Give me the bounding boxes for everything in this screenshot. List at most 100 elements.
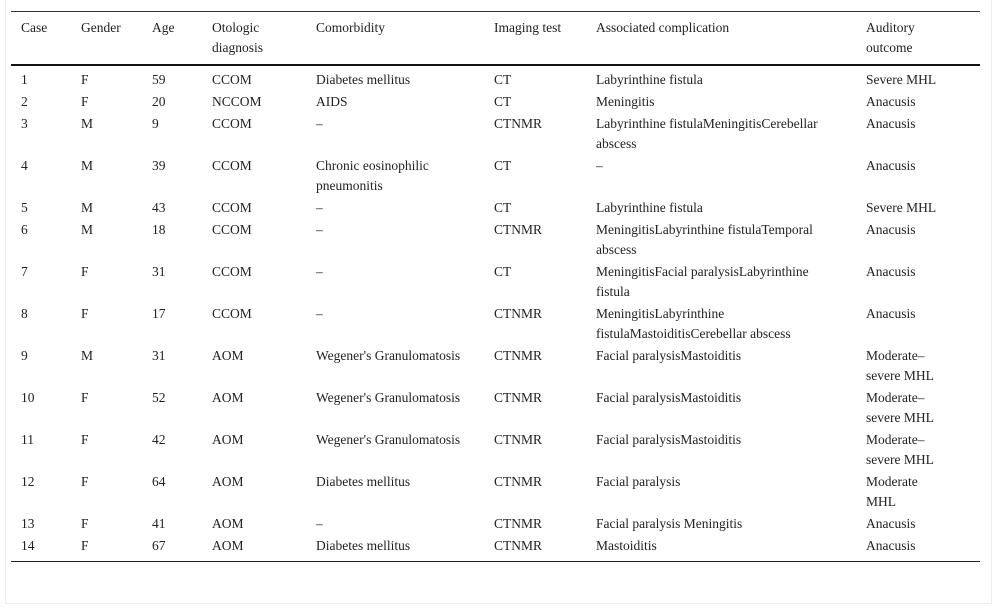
cell-imaging-test-text: CT (494, 158, 512, 173)
cell-otologic-diagnosis: CCOM (202, 303, 306, 345)
cell-auditory-outcome-text: Moderate–severe MHL (866, 390, 934, 425)
cell-age-text: 41 (152, 516, 166, 531)
cell-otologic-diagnosis: AOM (202, 429, 306, 471)
cell-otologic-diagnosis-text: AOM (212, 474, 244, 489)
cell-imaging-test-text: CTNMR (494, 516, 543, 531)
cell-comorbidity: Diabetes mellitus (306, 65, 484, 91)
cell-otologic-diagnosis: AOM (202, 345, 306, 387)
cell-comorbidity: Chronic eosinophilic pneumonitis (306, 155, 484, 197)
cell-age-text: 20 (152, 94, 166, 109)
cell-associated-complication: Facial paralysis Meningitis (586, 513, 856, 535)
cell-otologic-diagnosis: AOM (202, 513, 306, 535)
cell-gender: F (71, 91, 142, 113)
cell-otologic-diagnosis: CCOM (202, 197, 306, 219)
cell-case: 11 (11, 429, 71, 471)
cell-associated-complication: Mastoiditis (586, 535, 856, 562)
cell-comorbidity-text: Wegener's Granulomatosis (316, 390, 461, 405)
cell-gender: F (71, 513, 142, 535)
cell-case-text: 11 (21, 432, 34, 447)
cell-age-text: 18 (152, 222, 166, 237)
table-row: 8 F 17 CCOM – CTNMR MeningitisLabyrinthine fis… (11, 303, 980, 345)
cell-case-text: 2 (21, 94, 28, 109)
cell-comorbidity-text: – (316, 222, 323, 237)
cell-otologic-diagnosis: NCCOM (202, 91, 306, 113)
cell-auditory-outcome-text: Anacusis (866, 538, 916, 553)
cell-comorbidity-text: AIDS (316, 94, 348, 109)
cell-comorbidity-text: – (316, 306, 323, 321)
cell-case: 8 (11, 303, 71, 345)
cell-imaging-test-text: CTNMR (494, 474, 543, 489)
cell-case: 4 (11, 155, 71, 197)
cell-gender-text: F (81, 516, 89, 531)
cell-otologic-diagnosis: CCOM (202, 65, 306, 91)
cell-gender-text: M (81, 116, 94, 131)
cell-associated-complication-text: – (596, 158, 603, 173)
cell-age: 39 (142, 155, 202, 197)
cell-imaging-test: CTNMR (484, 219, 586, 261)
cell-auditory-outcome-text: Anacusis (866, 516, 916, 531)
cell-auditory-outcome-text: Moderate–severe MHL (866, 348, 934, 383)
cell-otologic-diagnosis-text: CCOM (212, 72, 252, 87)
cell-comorbidity: AIDS (306, 91, 484, 113)
cell-case-text: 6 (21, 222, 28, 237)
cell-auditory-outcome: Severe MHL (856, 65, 980, 91)
cell-imaging-test-text: CT (494, 200, 512, 215)
cell-age-text: 42 (152, 432, 166, 447)
cell-case: 13 (11, 513, 71, 535)
cell-otologic-diagnosis: CCOM (202, 113, 306, 155)
cell-otologic-diagnosis: AOM (202, 387, 306, 429)
cell-auditory-outcome: Moderate–severe MHL (856, 345, 980, 387)
table-row: 10 F 52 AOM Wegener's Granulomatosis CTNMR Fac… (11, 387, 980, 429)
cell-auditory-outcome-text: Anacusis (866, 94, 916, 109)
cell-gender: M (71, 155, 142, 197)
cell-comorbidity-text: Wegener's Granulomatosis (316, 348, 461, 363)
header-imaging-test: Imaging test (484, 11, 586, 66)
cell-associated-complication: MeningitisFacial paralysisLabyrinthine f… (586, 261, 856, 303)
cell-auditory-outcome-text: Anacusis (866, 264, 916, 279)
cell-imaging-test-text: CTNMR (494, 432, 543, 447)
case-table: Case Gender Age Otologic diagnosis Comor… (11, 11, 980, 562)
cell-imaging-test: CTNMR (484, 113, 586, 155)
cell-case-text: 14 (21, 538, 35, 553)
cell-age-text: 64 (152, 474, 166, 489)
cell-auditory-outcome-text: Anacusis (866, 222, 916, 237)
cell-case: 9 (11, 345, 71, 387)
cell-imaging-test: CTNMR (484, 471, 586, 513)
cell-imaging-test-text: CTNMR (494, 116, 543, 131)
cell-age-text: 39 (152, 158, 166, 173)
cell-comorbidity-text: – (316, 516, 323, 531)
cell-gender-text: F (81, 538, 89, 553)
cell-gender: F (71, 65, 142, 91)
cell-comorbidity-text: – (316, 116, 323, 131)
table-row: 14 F 67 AOM Diabetes mellitus CTNMR Mastoiditi… (11, 535, 980, 562)
cell-imaging-test: CTNMR (484, 345, 586, 387)
cell-age: 41 (142, 513, 202, 535)
cell-gender-text: F (81, 72, 89, 87)
cell-associated-complication: Labyrinthine fistula (586, 197, 856, 219)
cell-age: 17 (142, 303, 202, 345)
cell-age-text: 67 (152, 538, 166, 553)
cell-gender: M (71, 197, 142, 219)
cell-auditory-outcome: Moderate–severe MHL (856, 387, 980, 429)
cell-case-text: 1 (21, 72, 28, 87)
cell-case-text: 10 (21, 390, 35, 405)
header-associated-complication: Associated complication (586, 11, 856, 66)
cell-gender-text: F (81, 264, 89, 279)
cell-auditory-outcome: Anacusis (856, 535, 980, 562)
cell-otologic-diagnosis-text: AOM (212, 538, 244, 553)
cell-gender-text: F (81, 432, 89, 447)
cell-otologic-diagnosis-text: CCOM (212, 116, 252, 131)
cell-otologic-diagnosis: AOM (202, 535, 306, 562)
cell-otologic-diagnosis: AOM (202, 471, 306, 513)
cell-otologic-diagnosis: CCOM (202, 261, 306, 303)
cell-otologic-diagnosis-text: CCOM (212, 158, 252, 173)
cell-case-text: 9 (21, 348, 28, 363)
header-case: Case (11, 11, 71, 66)
cell-case: 1 (11, 65, 71, 91)
cell-comorbidity: – (306, 303, 484, 345)
header-gender: Gender (71, 11, 142, 66)
table-row: 4 M 39 CCOM Chronic eosinophilic pneumonitis… (11, 155, 980, 197)
cell-gender-text: M (81, 158, 94, 173)
cell-gender-text: M (81, 348, 94, 363)
cell-age: 20 (142, 91, 202, 113)
